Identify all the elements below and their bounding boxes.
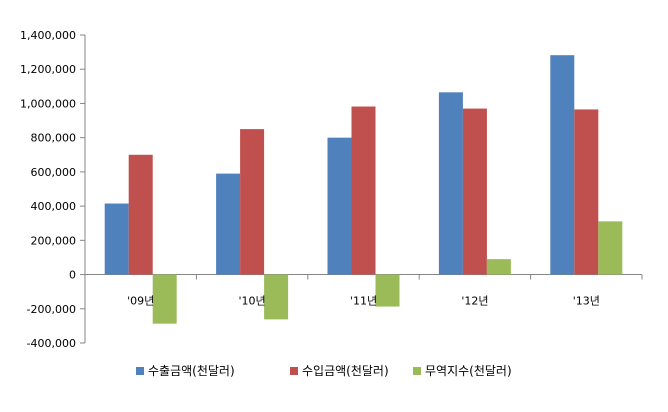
legend-swatch: [290, 367, 298, 375]
y-tick-label: 1,400,000: [20, 29, 76, 42]
bar-series-1: [216, 173, 241, 275]
legend-label: 수출금액(천달러): [148, 363, 235, 378]
bar-series-3: [375, 274, 400, 307]
y-tick-label: 800,000: [31, 132, 77, 145]
y-tick-label: 200,000: [31, 234, 77, 247]
bar-series-3: [486, 259, 511, 275]
legend-swatch: [413, 367, 421, 375]
x-category-label: '11년: [350, 295, 377, 308]
bar-series-1: [327, 137, 352, 275]
bar-series-2: [128, 154, 153, 275]
bar-series-1: [104, 203, 129, 275]
y-tick-label: 0: [69, 269, 76, 282]
legend-swatch: [136, 367, 144, 375]
chart-legend: 수출금액(천달러) 수입금액(천달러) 무역지수(천달러): [136, 363, 512, 378]
chart-labels: 1,400,000 1,200,000 1,000,000 800,000 600,00…: [20, 29, 600, 350]
x-category-label: '13년: [573, 295, 600, 308]
bar-series-1: [438, 92, 463, 275]
x-category-label: '12년: [461, 295, 488, 308]
legend-label: 수입금액(천달러): [302, 363, 389, 378]
bar-series-3: [598, 221, 623, 275]
bar-series-2: [351, 106, 376, 275]
y-tick-label: 600,000: [31, 166, 77, 179]
x-category-label: '09년: [127, 295, 154, 308]
x-category-label: '10년: [239, 295, 266, 308]
y-tick-label: -200,000: [27, 303, 76, 316]
chart-bars: [104, 55, 623, 324]
bar-series-3: [152, 274, 177, 324]
y-tick-label: 1,000,000: [20, 97, 76, 110]
bar-series-1: [550, 55, 575, 275]
bar-series-2: [574, 109, 599, 275]
y-tick-label: 400,000: [31, 200, 77, 213]
bar-series-2: [240, 129, 265, 275]
bar-series-3: [264, 274, 289, 320]
bar-series-2: [462, 108, 487, 275]
y-tick-label: 1,200,000: [20, 63, 76, 76]
legend-label: 무역지수(천달러): [425, 363, 512, 378]
y-tick-label: -400,000: [27, 337, 76, 350]
